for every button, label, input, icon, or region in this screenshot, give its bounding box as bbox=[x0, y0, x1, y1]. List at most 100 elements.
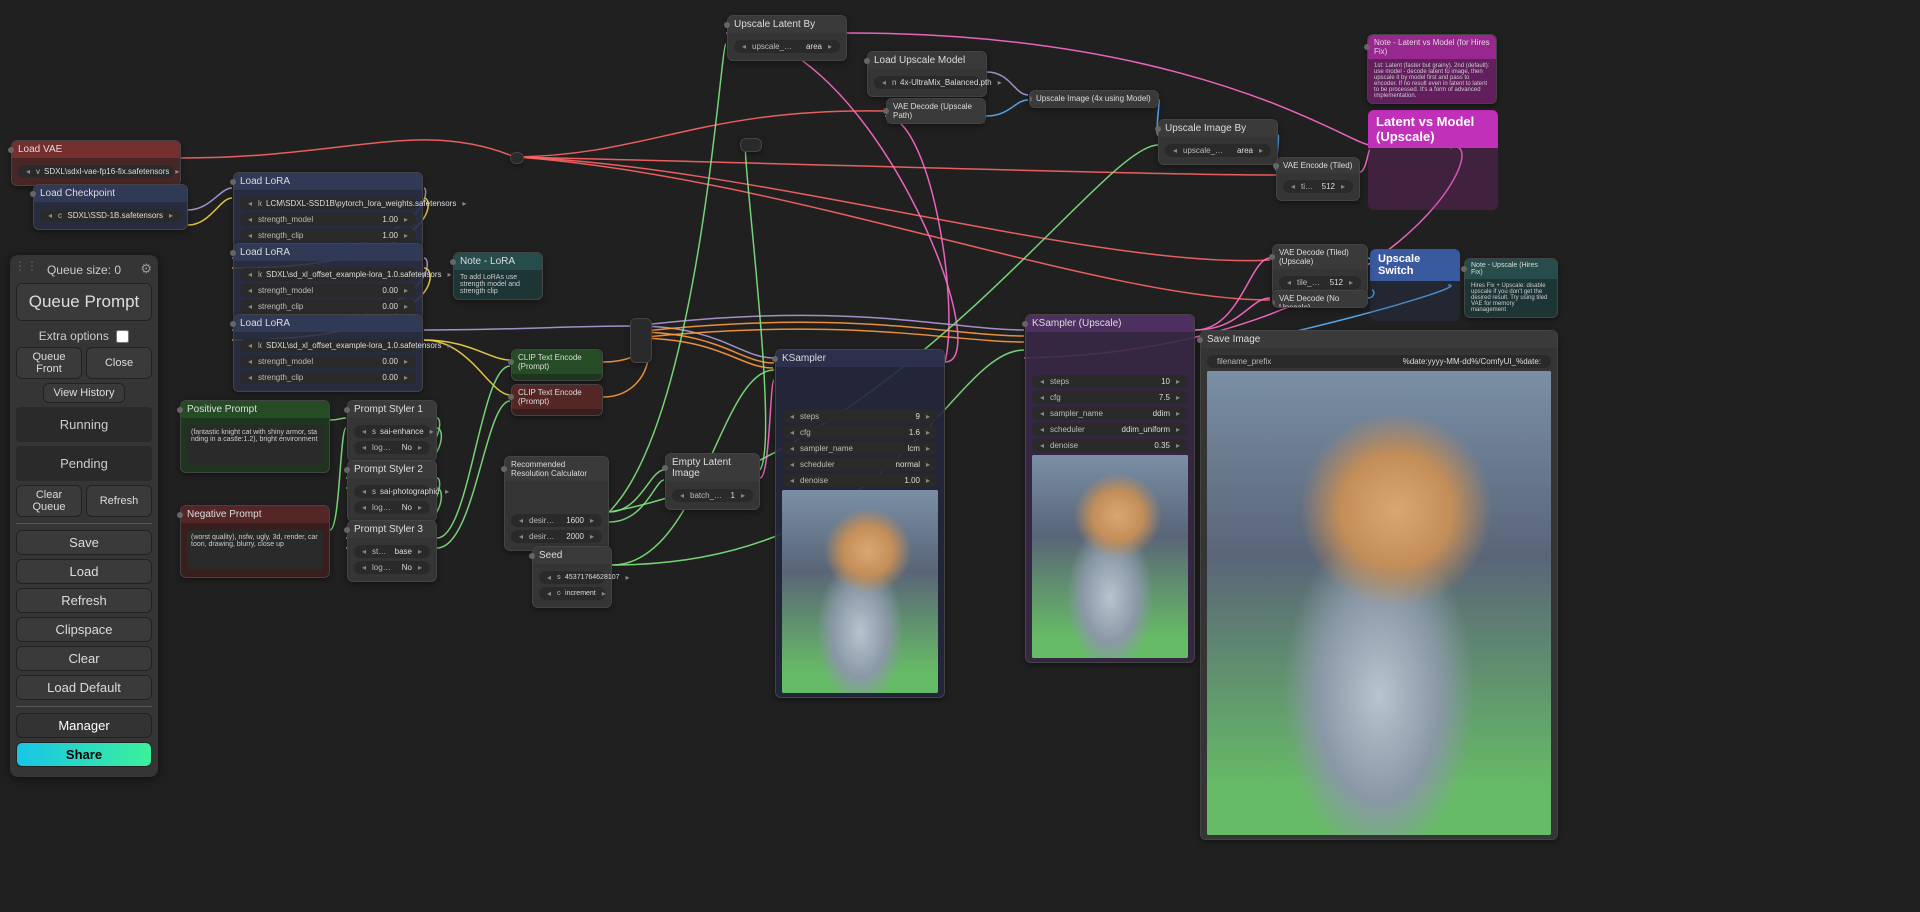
widget[interactable]: ◂sampler_namelcm▸ bbox=[782, 442, 938, 455]
queue-front-button[interactable]: Queue Front bbox=[16, 347, 82, 379]
node-prompt-styler-3[interactable]: Prompt Styler 3 ◂stylebase▸ ◂log_promptN… bbox=[347, 520, 437, 582]
node-load-checkpoint[interactable]: Load Checkpoint ◂ckpt_nameSDXL\SSD-1B.sa… bbox=[33, 184, 188, 230]
node-load-lora-1[interactable]: Load LoRA ◂lora_nameLCM\SDXL-SSD1B\pytor… bbox=[233, 172, 423, 250]
widget[interactable]: ◂stylesai-photographic▸ bbox=[354, 485, 430, 498]
widget[interactable]: ◂schedulerddim_uniform▸ bbox=[1032, 423, 1188, 436]
widget[interactable]: ◂cfg7.5▸ bbox=[1032, 391, 1188, 404]
node-title: KSampler bbox=[776, 350, 944, 367]
widget[interactable]: ◂strength_model1.00▸ bbox=[240, 213, 416, 226]
widget[interactable]: ◂strength_model0.00▸ bbox=[240, 355, 416, 368]
widget[interactable]: ◂desiredXSIZE1600▸ bbox=[511, 514, 602, 527]
refresh-button[interactable]: Refresh bbox=[16, 588, 152, 613]
widget[interactable]: ◂strength_model0.00▸ bbox=[240, 284, 416, 297]
prompt-text[interactable]: (fantastic knight cat with shiny armor, … bbox=[187, 425, 323, 465]
node-note-latent-model[interactable]: Note - Latent vs Model (for Hires Fix) 1… bbox=[1367, 34, 1497, 104]
widget[interactable]: ◂stylesai-enhance▸ bbox=[354, 425, 430, 438]
node-load-vae[interactable]: Load VAE ◂vae_nameSDXL\sdxl-vae-fp16-fix… bbox=[11, 140, 181, 186]
node-save-image[interactable]: Save Image filename_prefix%date:yyyy-MM-… bbox=[1200, 330, 1558, 840]
clipspace-button[interactable]: Clipspace bbox=[16, 617, 152, 642]
node-vae-decode-upscale-path[interactable]: VAE Decode (Upscale Path) bbox=[886, 98, 986, 124]
widget[interactable]: ◂steps10▸ bbox=[1032, 375, 1188, 388]
node-clip-text-encode-pos[interactable]: CLIP Text Encode (Prompt) bbox=[511, 349, 603, 381]
widget[interactable]: ◂strength_clip0.00▸ bbox=[240, 300, 416, 313]
node-negative-prompt[interactable]: Negative Prompt (worst quality), nsfw, u… bbox=[180, 505, 330, 578]
queue-prompt-button[interactable]: Queue Prompt bbox=[16, 283, 152, 321]
widget[interactable]: ◂strength_clip0.00▸ bbox=[240, 371, 416, 384]
widget[interactable]: ◂batch_size1▸ bbox=[672, 489, 753, 502]
close-button[interactable]: Close bbox=[86, 347, 152, 379]
node-prompt-styler-2[interactable]: Prompt Styler 2 ◂stylesai-photographic▸ … bbox=[347, 460, 437, 522]
widget[interactable]: ◂schedulernormal▸ bbox=[782, 458, 938, 471]
node-positive-prompt[interactable]: Positive Prompt (fantastic knight cat wi… bbox=[180, 400, 330, 473]
widget[interactable]: ◂upscale_methodarea▸ bbox=[1165, 144, 1271, 157]
node-title: Load VAE bbox=[12, 141, 180, 158]
manager-button[interactable]: Manager bbox=[16, 713, 152, 738]
node-clip-text-encode-neg[interactable]: CLIP Text Encode (Prompt) bbox=[511, 384, 603, 416]
control-panel[interactable]: ⋮⋮ ⚙ Queue size: 0 Queue Prompt Extra op… bbox=[10, 255, 158, 777]
widget[interactable]: ◂sampler_nameddim▸ bbox=[1032, 407, 1188, 420]
node-load-lora-3[interactable]: Load LoRA ◂lora_nameSDXL\sd_xl_offset_ex… bbox=[233, 314, 423, 392]
widget-ckpt-name[interactable]: ◂ckpt_nameSDXL\SSD-1B.safetensors▸ bbox=[40, 209, 181, 222]
share-button[interactable]: Share bbox=[16, 742, 152, 767]
widget[interactable]: ◂seed45371764628107▸ bbox=[539, 571, 605, 584]
widget[interactable]: ◂log_promptNo▸ bbox=[354, 501, 430, 514]
node-title: Upscale Image By bbox=[1159, 120, 1277, 137]
save-button[interactable]: Save bbox=[16, 530, 152, 555]
widget[interactable]: ◂strength_clip1.00▸ bbox=[240, 229, 416, 242]
node-title: Note - LoRA bbox=[454, 253, 542, 270]
image-preview bbox=[1207, 371, 1551, 835]
node-ksampler-upscale[interactable]: KSampler (Upscale) ◂steps10▸ ◂cfg7.5▸ ◂s… bbox=[1025, 314, 1195, 663]
widget[interactable]: ◂lora_nameSDXL\sd_xl_offset_example-lora… bbox=[240, 339, 416, 352]
node-title: Upscale Image (4x using Model) bbox=[1030, 91, 1158, 106]
widget[interactable]: ◂desiredYSIZE2000▸ bbox=[511, 530, 602, 543]
widget[interactable]: ◂denoise0.35▸ bbox=[1032, 439, 1188, 452]
node-upscale-image-by[interactable]: Upscale Image By ◂upscale_methodarea▸ bbox=[1158, 119, 1278, 165]
group-latent-vs-model[interactable]: Latent vs Model (Upscale) bbox=[1368, 110, 1498, 210]
extra-options-checkbox[interactable] bbox=[116, 330, 129, 343]
node-recommended-resolution[interactable]: Recommended Resolution Calculator ◂desir… bbox=[504, 456, 609, 551]
widget[interactable]: ◂denoise1.00▸ bbox=[782, 474, 938, 487]
refresh-queue-button[interactable]: Refresh bbox=[86, 485, 152, 517]
node-reroute-2[interactable] bbox=[740, 138, 762, 152]
node-vae-encode-tiled[interactable]: VAE Encode (Tiled) ◂tile_size512▸ bbox=[1276, 157, 1360, 201]
load-default-button[interactable]: Load Default bbox=[16, 675, 152, 700]
widget[interactable]: ◂upscale_methodarea▸ bbox=[734, 40, 840, 53]
node-upscale-latent-by[interactable]: Upscale Latent By ◂upscale_methodarea▸ bbox=[727, 15, 847, 61]
widget[interactable]: ◂log_promptNo▸ bbox=[354, 441, 430, 454]
node-reroute-3[interactable] bbox=[510, 152, 524, 164]
widget[interactable]: ◂control_after_generateincrement▸ bbox=[539, 587, 605, 600]
widget-vae-name[interactable]: ◂vae_nameSDXL\sdxl-vae-fp16-fix.safetens… bbox=[18, 165, 174, 178]
widget-filename-prefix[interactable]: filename_prefix%date:yyyy-MM-dd%/ComfyUI… bbox=[1207, 355, 1551, 368]
node-empty-latent[interactable]: Empty Latent Image ◂batch_size1▸ bbox=[665, 453, 760, 510]
widget[interactable]: ◂tile_size512▸ bbox=[1283, 180, 1353, 193]
node-prompt-styler-1[interactable]: Prompt Styler 1 ◂stylesai-enhance▸ ◂log_… bbox=[347, 400, 437, 462]
node-reroute[interactable] bbox=[630, 318, 652, 363]
node-ksampler[interactable]: KSampler ◂steps9▸ ◂cfg1.6▸ ◂sampler_name… bbox=[775, 349, 945, 698]
node-load-lora-2[interactable]: Load LoRA ◂lora_nameSDXL\sd_xl_offset_ex… bbox=[233, 243, 423, 321]
widget[interactable]: ◂model_name4x-UltraMix_Balanced.pth▸ bbox=[874, 76, 980, 89]
node-vae-decode-no-upscale[interactable]: VAE Decode (No Upscale) bbox=[1272, 290, 1368, 308]
prompt-text[interactable]: (worst quality), nsfw, ugly, 3d, render,… bbox=[187, 530, 323, 570]
node-title: Save Image bbox=[1201, 331, 1557, 348]
node-note-lora[interactable]: Note - LoRA To add LoRAs use strength mo… bbox=[453, 252, 543, 300]
node-note-upscale[interactable]: Note - Upscale (Hires Fix) Hires Fix + U… bbox=[1464, 258, 1558, 318]
clear-queue-button[interactable]: Clear Queue bbox=[16, 485, 82, 517]
group-upscale-switch[interactable]: Upscale Switch bbox=[1370, 249, 1460, 321]
drag-handle-icon[interactable]: ⋮⋮ bbox=[14, 259, 38, 273]
node-title: Load Checkpoint bbox=[34, 185, 187, 202]
gear-icon[interactable]: ⚙ bbox=[140, 261, 152, 277]
node-upscale-image-model[interactable]: Upscale Image (4x using Model) bbox=[1029, 90, 1159, 108]
widget[interactable]: ◂cfg1.6▸ bbox=[782, 426, 938, 439]
widget[interactable]: ◂log_promptNo▸ bbox=[354, 561, 430, 574]
clear-button[interactable]: Clear bbox=[16, 646, 152, 671]
node-load-upscale-model[interactable]: Load Upscale Model ◂model_name4x-UltraMi… bbox=[867, 51, 987, 97]
view-history-button[interactable]: View History bbox=[43, 383, 125, 403]
group-title: Latent vs Model (Upscale) bbox=[1368, 110, 1498, 148]
widget[interactable]: ◂steps9▸ bbox=[782, 410, 938, 423]
widget[interactable]: ◂stylebase▸ bbox=[354, 545, 430, 558]
widget[interactable]: ◂lora_nameLCM\SDXL-SSD1B\pytorch_lora_we… bbox=[240, 197, 416, 210]
widget[interactable]: ◂tile_size512▸ bbox=[1279, 276, 1361, 289]
widget[interactable]: ◂lora_nameSDXL\sd_xl_offset_example-lora… bbox=[240, 268, 416, 281]
node-seed[interactable]: Seed ◂seed45371764628107▸ ◂control_after… bbox=[532, 546, 612, 608]
load-button[interactable]: Load bbox=[16, 559, 152, 584]
